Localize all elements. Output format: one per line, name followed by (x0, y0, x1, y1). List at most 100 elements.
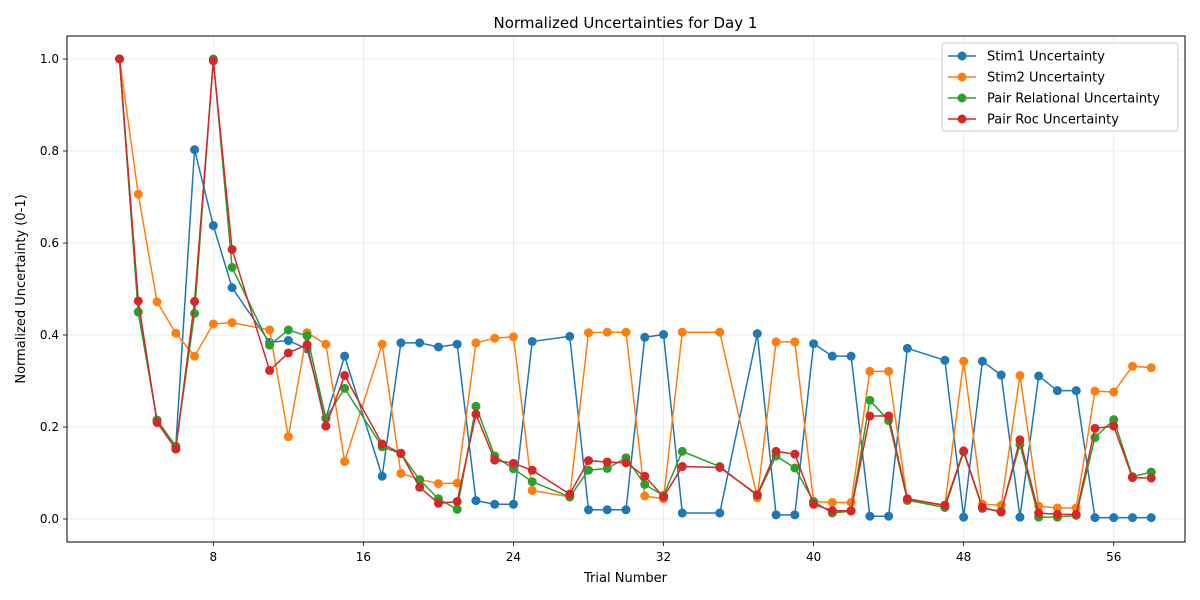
data-point (190, 308, 200, 318)
data-point (1034, 508, 1044, 518)
data-point (865, 366, 875, 376)
data-point (583, 505, 593, 515)
legend-item: Pair Roc Uncertainty (948, 113, 1119, 128)
legend-item: Pair Relational Uncertainty (948, 92, 1160, 107)
data-point (752, 329, 762, 339)
x-tick-label: 24 (506, 550, 521, 564)
data-point (940, 355, 950, 365)
data-point (340, 370, 350, 380)
data-point (171, 444, 181, 454)
data-point (302, 331, 312, 341)
data-point (715, 508, 725, 518)
data-point (490, 455, 500, 465)
data-point (902, 343, 912, 353)
data-point (1052, 503, 1062, 513)
x-tick-label: 56 (1106, 550, 1121, 564)
data-point (283, 325, 293, 335)
data-point (996, 370, 1006, 380)
data-point (827, 497, 837, 507)
tick-layer: 8 16 24 32 40 48 56 0.0 0.2 0.4 0.6 0.8 1.0 (40, 52, 1121, 564)
data-point (1146, 363, 1156, 373)
data-point (508, 499, 518, 509)
data-point (565, 331, 575, 341)
data-point (602, 457, 612, 467)
legend-label: Pair Relational Uncertainty (987, 92, 1160, 107)
data-point (340, 457, 350, 466)
data-point (996, 507, 1006, 517)
y-axis-title: Normalized Uncertainty (0-1) (14, 194, 29, 383)
data-point (809, 499, 819, 509)
data-point (865, 511, 875, 521)
data-point (640, 332, 650, 342)
data-point (1109, 513, 1119, 523)
data-point (752, 490, 762, 500)
data-point (884, 366, 894, 376)
y-tick-label: 0.8 (40, 144, 59, 158)
data-point (1127, 473, 1137, 483)
data-point (115, 54, 125, 64)
data-point (621, 458, 631, 468)
legend-label: Stim2 Uncertainty (987, 71, 1105, 86)
data-point (265, 340, 275, 350)
data-point (940, 500, 950, 510)
x-axis-title: Trial Number (583, 571, 668, 586)
data-point (133, 307, 143, 317)
x-tick-label: 8 (209, 550, 217, 564)
data-point (1109, 387, 1119, 397)
data-point (340, 383, 350, 393)
data-point (977, 356, 987, 366)
data-point (133, 296, 143, 306)
data-point (846, 506, 856, 516)
x-tick-label: 32 (656, 550, 671, 564)
data-point (977, 503, 987, 512)
data-point (602, 327, 612, 337)
data-point (152, 297, 162, 307)
y-tick-label: 0.6 (40, 236, 59, 250)
data-point (1090, 513, 1100, 523)
data-point (377, 339, 387, 349)
data-point (640, 491, 650, 501)
data-point (659, 330, 669, 340)
x-tick-label: 40 (806, 550, 821, 564)
legend-label: Stim1 Uncertainty (987, 50, 1105, 65)
data-point (809, 339, 819, 349)
y-tick-label: 0.0 (40, 512, 59, 526)
data-point (602, 463, 612, 473)
data-point (302, 340, 312, 350)
legend-marker (957, 51, 967, 61)
data-point (433, 479, 443, 489)
data-point (227, 318, 237, 328)
data-point (1052, 386, 1062, 396)
data-point (677, 327, 687, 337)
data-point (190, 145, 200, 155)
data-point (508, 332, 518, 342)
data-point (959, 446, 969, 456)
data-point (471, 409, 481, 419)
data-point (227, 283, 237, 293)
legend-item: Stim2 Uncertainty (948, 71, 1105, 86)
data-point (227, 244, 237, 254)
data-point (283, 432, 293, 442)
data-point (621, 505, 631, 515)
x-tick-label: 16 (356, 550, 371, 564)
data-point (396, 448, 406, 458)
data-point (415, 338, 425, 348)
data-point (771, 510, 781, 520)
data-point (321, 421, 331, 431)
data-point (377, 439, 387, 449)
data-point (471, 401, 481, 411)
data-point (677, 462, 687, 472)
data-point (790, 449, 800, 459)
data-point (602, 505, 612, 515)
data-point (1090, 386, 1100, 396)
data-point (827, 506, 837, 516)
data-point (396, 338, 406, 348)
data-point (490, 499, 500, 509)
data-point (677, 446, 687, 456)
data-point (208, 56, 218, 66)
data-point (790, 463, 800, 473)
data-point (527, 477, 537, 487)
data-point (283, 336, 293, 346)
data-point (508, 458, 518, 468)
